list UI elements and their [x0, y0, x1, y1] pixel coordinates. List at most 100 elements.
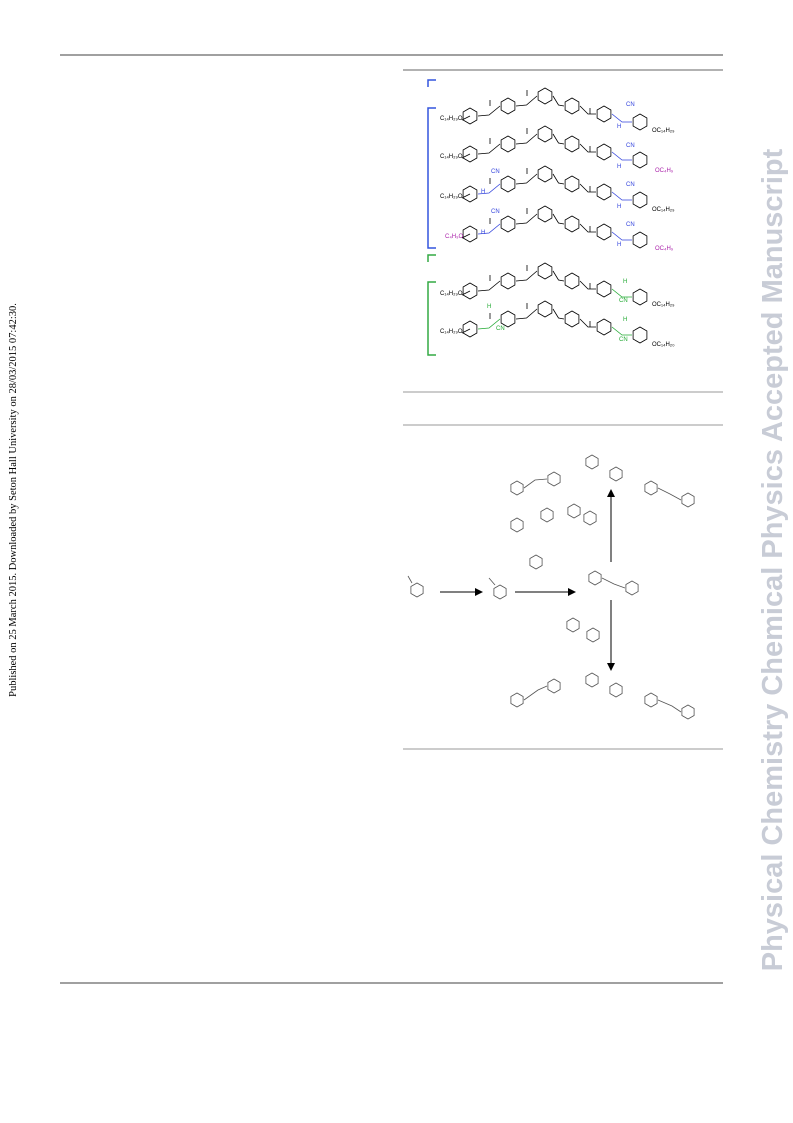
bond	[579, 280, 596, 290]
benzene-ring	[625, 580, 639, 596]
structure-label: C₁₄H₂₉O	[440, 329, 463, 335]
structure-label: CN	[626, 222, 635, 228]
bond	[579, 183, 596, 193]
benzene-ring	[537, 165, 553, 183]
bond	[477, 280, 501, 292]
bond	[552, 173, 565, 185]
benzene-ring	[564, 175, 580, 193]
benzene-ring	[596, 223, 612, 241]
benzene-ring	[462, 282, 478, 300]
benzene-ring	[500, 310, 516, 328]
structure-label: H	[617, 242, 621, 248]
bond	[477, 183, 501, 195]
bond	[657, 699, 682, 713]
bond	[552, 308, 565, 320]
bond	[552, 133, 565, 145]
benzene-ring	[586, 627, 600, 643]
bond	[477, 223, 501, 235]
bond	[523, 685, 548, 701]
structure-label: OC₄H₉	[655, 168, 674, 174]
benzene-ring	[537, 87, 553, 105]
benzene-ring	[566, 617, 580, 633]
bond	[515, 95, 538, 107]
benzene-ring	[632, 288, 648, 306]
structure-label: C₄H₉O	[445, 234, 463, 240]
bond	[477, 105, 501, 117]
structure-label: C₁₄H₂₉O	[440, 116, 463, 122]
benzene-ring	[609, 466, 623, 482]
bond	[611, 113, 632, 123]
benzene-ring	[583, 510, 597, 526]
structure-label: CN	[626, 143, 635, 149]
structure-label: H	[481, 189, 485, 195]
structure-label: C₁₄H₂₉O	[440, 291, 463, 297]
bond	[579, 105, 596, 115]
bond	[579, 143, 596, 153]
benzene-ring	[537, 205, 553, 223]
benzene-ring	[585, 672, 599, 688]
benzene-ring	[500, 175, 516, 193]
bond	[552, 270, 565, 282]
bond	[477, 143, 501, 155]
benzene-ring	[632, 113, 648, 131]
benzene-ring	[632, 231, 648, 249]
benzene-ring	[596, 183, 612, 201]
benzene-ring	[462, 225, 478, 243]
structure-label: H	[617, 124, 621, 130]
bracket	[427, 281, 436, 356]
structure-label: C₁₄H₂₉O	[440, 154, 463, 160]
bond	[611, 231, 632, 241]
benzene-ring	[537, 125, 553, 143]
benzene-ring	[588, 570, 602, 586]
benzene-ring	[632, 191, 648, 209]
bond	[552, 95, 565, 107]
benzene-ring	[410, 582, 424, 598]
journal-sidebar: Physical Chemistry Chemical Physics Acce…	[757, 148, 789, 971]
benzene-ring	[500, 97, 516, 115]
benzene-ring	[547, 471, 561, 487]
bond	[523, 478, 548, 489]
benzene-ring	[529, 554, 543, 570]
benzene-ring	[644, 480, 658, 496]
bond	[611, 191, 632, 201]
structure-label: H	[617, 204, 621, 210]
bond	[477, 318, 501, 330]
benzene-ring	[493, 584, 507, 600]
bond	[515, 213, 538, 225]
benzene-ring	[596, 280, 612, 298]
bond	[515, 308, 538, 320]
bond	[515, 270, 538, 282]
bond	[657, 487, 682, 501]
structure-label: OC₁₄H₂₉	[652, 128, 675, 134]
benzene-ring	[567, 503, 581, 519]
structure-label: H	[617, 164, 621, 170]
benzene-ring	[564, 215, 580, 233]
benzene-ring	[537, 300, 553, 318]
bond	[611, 288, 632, 298]
bond	[611, 151, 632, 161]
benzene-ring	[564, 97, 580, 115]
benzene-ring	[510, 480, 524, 496]
bracket	[427, 254, 436, 262]
benzene-ring	[462, 185, 478, 203]
structure-label: CN	[491, 209, 500, 215]
bond	[515, 173, 538, 185]
bond	[407, 575, 413, 584]
benzene-ring	[681, 492, 695, 508]
benzene-ring	[564, 135, 580, 153]
structure-label: OC₁₄H₂₉	[652, 207, 675, 213]
bracket	[427, 79, 436, 87]
bond	[611, 326, 632, 336]
bond	[579, 318, 596, 328]
structure-label: H	[623, 317, 627, 323]
benzene-ring	[632, 326, 648, 344]
benzene-ring	[596, 105, 612, 123]
benzene-ring	[564, 272, 580, 290]
benzene-ring	[500, 215, 516, 233]
structure-label: C₁₄H₂₉O	[440, 194, 463, 200]
bond	[515, 133, 538, 145]
benzene-ring	[540, 507, 554, 523]
benzene-ring	[462, 320, 478, 338]
benzene-ring	[585, 454, 599, 470]
